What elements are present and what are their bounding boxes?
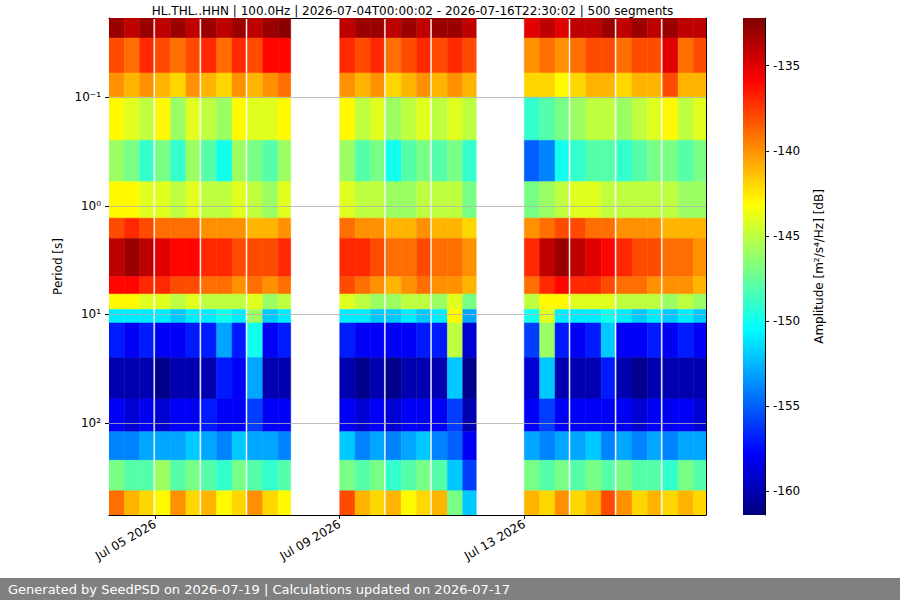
svg-text:10⁰: 10⁰: [81, 199, 101, 213]
svg-text:Amplitude [m²/s⁴/Hz] [dB]: Amplitude [m²/s⁴/Hz] [dB]: [812, 189, 826, 344]
svg-text:-135: -135: [773, 59, 800, 73]
svg-text:10²: 10²: [81, 416, 101, 430]
svg-text:Jul 13 2026: Jul 13 2026: [461, 517, 528, 564]
svg-text:-155: -155: [773, 399, 800, 413]
svg-text:-140: -140: [773, 144, 800, 158]
svg-text:-145: -145: [773, 229, 800, 243]
svg-text:-150: -150: [773, 314, 800, 328]
svg-text:Generated by SeedPSD on 2026-0: Generated by SeedPSD on 2026-07-19 | Cal…: [8, 582, 510, 597]
svg-text:Jul 09 2026: Jul 09 2026: [277, 517, 344, 564]
svg-text:HL.THL..HHN | 100.0Hz | 2026-0: HL.THL..HHN | 100.0Hz | 2026-07-04T00:00…: [152, 4, 673, 18]
svg-text:-160: -160: [773, 484, 800, 498]
svg-text:Period [s]: Period [s]: [51, 238, 65, 295]
svg-text:10⁻¹: 10⁻¹: [75, 90, 102, 104]
svg-text:10¹: 10¹: [81, 307, 101, 321]
svg-text:Jul 05 2026: Jul 05 2026: [92, 517, 159, 564]
